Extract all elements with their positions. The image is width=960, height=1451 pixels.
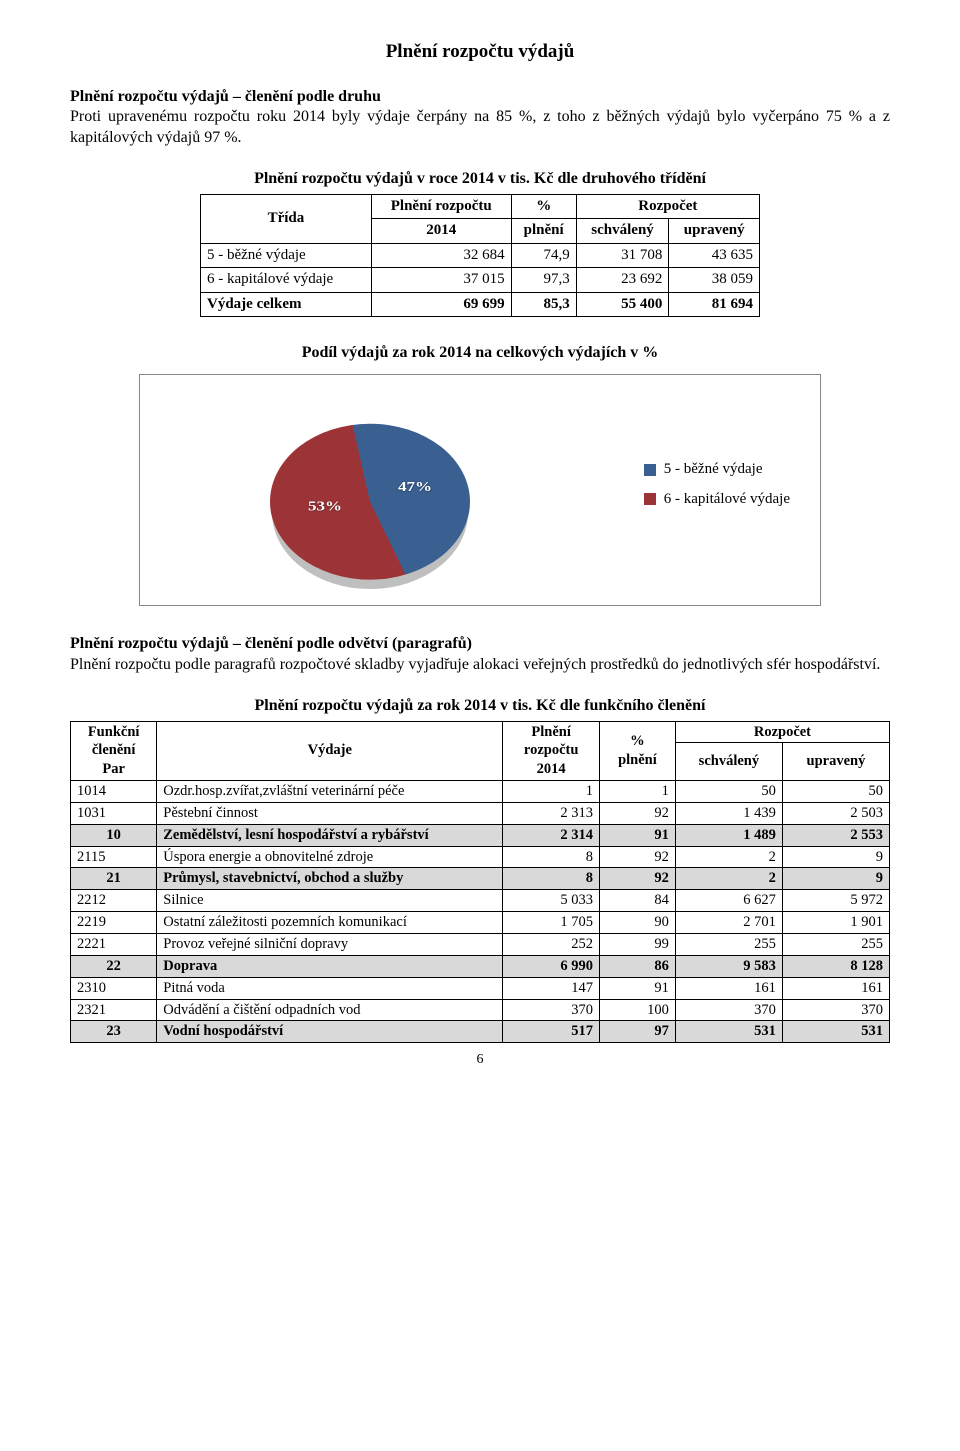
t2h-c2a: Plnění [531,724,570,740]
table-row: 2212Silnice5 033846 6275 972 [71,890,890,912]
chart-title: Podíl výdajů za rok 2014 na celkových vý… [70,343,890,364]
t2h-c0a: Funkční [88,724,140,740]
page-number: 6 [70,1051,890,1069]
table-row: 21Průmysl, stavebnictví, obchod a služby… [71,868,890,890]
t2-head-schvaleny: schválený [675,743,782,781]
table1: Třída Plnění rozpočtu % Rozpočet 2014 pl… [200,194,760,318]
table-row: 5 - běžné výdaje32 68474,931 70843 635 [201,243,760,268]
pie-label-53: 53% [308,498,342,515]
legend-item-6: 6 - kapitálové výdaje [644,490,790,510]
legend-label-5: 5 - běžné výdaje [664,460,763,480]
section2-heading: Plnění rozpočtu výdajů – členění podle o… [70,635,472,652]
t1-head-trida: Třída [201,194,372,243]
table1-title: Plnění rozpočtu výdajů v roce 2014 v tis… [70,169,890,190]
legend-swatch-red [644,493,656,505]
table-row: 2221Provoz veřejné silniční dopravy25299… [71,934,890,956]
t1-head-schvaleny: schválený [576,219,669,244]
t2h-c3a: % [630,733,645,749]
pie-chart: 53% 47% 5 - běžné výdaje 6 - kapitálové … [139,374,821,606]
pie-label-47: 47% [398,478,432,495]
t2h-c2c: 2014 [537,761,566,777]
section1-heading: Plnění rozpočtu výdajů – členění podle d… [70,88,381,105]
section1-paragraph: Plnění rozpočtu výdajů – členění podle d… [70,87,890,149]
legend-label-6: 6 - kapitálové výdaje [664,490,790,510]
t2h-c0b: členění [92,742,136,758]
table-row: 1031Pěstební činnost2 313921 4392 503 [71,802,890,824]
table2: Funkční členění Par Výdaje Plnění rozpoč… [70,721,890,1044]
table-row-total: Výdaje celkem69 69985,355 40081 694 [201,292,760,317]
table-row: 23Vodní hospodářství51797531531 [71,1021,890,1043]
t2h-c2b: rozpočtu [524,742,579,758]
t2-head-upraveny: upravený [782,743,889,781]
t1-head-pct-b: plnění [511,219,576,244]
chart-legend: 5 - běžné výdaje 6 - kapitálové výdaje [644,460,790,519]
table-row: 1014Ozdr.hosp.zvířat,zvláštní veterinárn… [71,781,890,803]
t2-head-plneni: Plnění rozpočtu 2014 [503,721,600,781]
t2-head-par: Funkční členění Par [71,721,157,781]
t2h-c0c: Par [102,761,125,777]
table-row: 2219Ostatní záležitosti pozemních komuni… [71,912,890,934]
t2-head-vydaje: Výdaje [157,721,503,781]
pie-slice-53 [270,424,470,580]
table-row: 10Zemědělství, lesní hospodářství a rybá… [71,824,890,846]
section1-body: Proti upravenému rozpočtu roku 2014 byly… [70,108,890,146]
page-title: Plnění rozpočtu výdajů [70,40,890,65]
section2-paragraph: Plnění rozpočtu výdajů – členění podle o… [70,634,890,676]
t1-head-plneni-b: 2014 [371,219,511,244]
table-row: 2321Odvádění a čištění odpadních vod3701… [71,999,890,1021]
t1-head-upraveny: upravený [669,219,760,244]
table-row: 2310Pitná voda14791161161 [71,977,890,999]
table-row: 2115Úspora energie a obnovitelné zdroje8… [71,846,890,868]
legend-item-5: 5 - běžné výdaje [644,460,790,480]
t2h-c3b: plnění [618,752,657,768]
legend-swatch-blue [644,464,656,476]
table-row: 22Doprava6 990869 5838 128 [71,955,890,977]
t1-head-rozpocet: Rozpočet [576,194,759,219]
t1-head-pct-a: % [511,194,576,219]
t2-head-pct: % plnění [600,721,676,781]
table2-title: Plnění rozpočtu výdajů za rok 2014 v tis… [70,696,890,717]
section2-body: Plnění rozpočtu podle paragrafů rozpočto… [70,656,880,673]
t2-head-rozpocet: Rozpočet [675,721,889,743]
t1-head-plneni-a: Plnění rozpočtu [371,194,511,219]
table-row: 6 - kapitálové výdaje37 01597,323 69238 … [201,268,760,293]
